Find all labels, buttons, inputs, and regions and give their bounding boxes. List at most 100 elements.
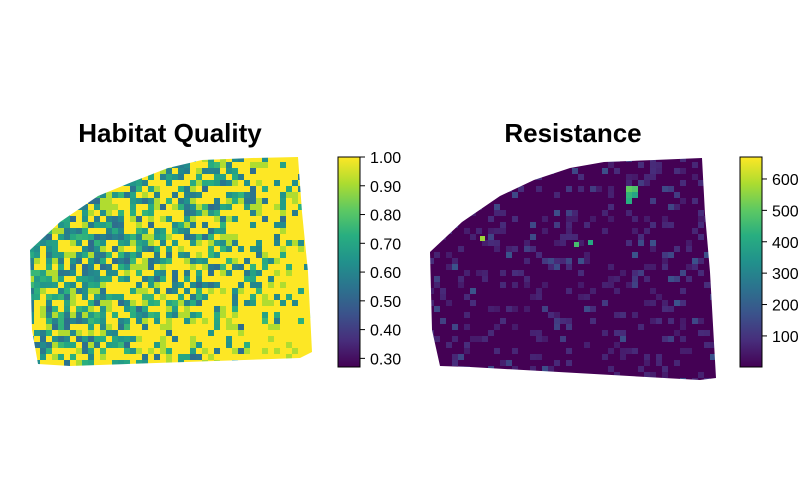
- raster-cell: [524, 312, 530, 318]
- raster-cell: [70, 258, 76, 264]
- raster-cell: [500, 264, 506, 270]
- raster-cell: [656, 360, 662, 366]
- raster-cell: [136, 294, 142, 300]
- raster-cell: [572, 270, 578, 276]
- raster-cell: [70, 252, 76, 258]
- raster-cell: [518, 360, 524, 366]
- habitat-quality-raster: [30, 157, 312, 372]
- raster-cell: [692, 158, 698, 162]
- raster-cell: [100, 252, 106, 258]
- raster-cell: [166, 162, 172, 168]
- raster-cell: [710, 174, 716, 180]
- raster-cell: [710, 210, 716, 216]
- raster-cell: [142, 306, 148, 312]
- raster-cell: [124, 216, 130, 222]
- raster-cell: [220, 354, 226, 360]
- raster-cell: [494, 324, 500, 330]
- raster-cell: [638, 246, 644, 252]
- raster-cell: [46, 234, 52, 240]
- raster-cell: [292, 157, 298, 162]
- raster-cell: [274, 258, 280, 264]
- raster-cell: [136, 366, 142, 372]
- raster-cell: [142, 348, 148, 354]
- raster-cell: [680, 360, 686, 366]
- raster-cell: [142, 282, 148, 288]
- raster-cell: [184, 342, 190, 348]
- raster-cell: [220, 294, 226, 300]
- raster-cell: [656, 300, 662, 306]
- raster-cell: [608, 258, 614, 264]
- raster-cell: [554, 168, 560, 174]
- raster-cell: [202, 234, 208, 240]
- raster-cell: [88, 157, 94, 162]
- raster-cell: [214, 168, 220, 174]
- raster-cell: [274, 312, 280, 318]
- raster-cell: [614, 258, 620, 264]
- raster-cell: [464, 234, 470, 240]
- raster-cell: [626, 270, 632, 276]
- raster-cell: [256, 318, 262, 324]
- raster-cell: [286, 246, 292, 252]
- raster-cell: [184, 186, 190, 192]
- raster-cell: [662, 366, 668, 372]
- raster-cell: [310, 348, 312, 354]
- raster-cell: [208, 324, 214, 330]
- raster-cell: [310, 300, 312, 306]
- raster-cell: [130, 306, 136, 312]
- raster-cell: [232, 306, 238, 312]
- raster-cell: [430, 234, 434, 240]
- raster-cell: [30, 270, 34, 276]
- raster-cell: [220, 300, 226, 306]
- raster-cell: [238, 330, 244, 336]
- raster-cell: [704, 330, 710, 336]
- raster-cell: [178, 360, 184, 366]
- raster-cell: [286, 168, 292, 174]
- raster-cell: [680, 378, 686, 380]
- raster-cell: [572, 264, 578, 270]
- raster-cell: [184, 210, 190, 216]
- raster-cell: [656, 158, 662, 162]
- raster-cell: [602, 288, 608, 294]
- raster-cell: [500, 186, 506, 192]
- raster-cell: [142, 270, 148, 276]
- raster-cell: [644, 246, 650, 252]
- raster-cell: [650, 180, 656, 186]
- raster-cell: [190, 198, 196, 204]
- raster-cell: [590, 222, 596, 228]
- raster-cell: [440, 282, 446, 288]
- raster-cell: [440, 342, 446, 348]
- raster-cell: [668, 288, 674, 294]
- raster-cell: [220, 360, 226, 366]
- raster-cell: [668, 300, 674, 306]
- raster-cell: [506, 282, 512, 288]
- raster-cell: [686, 258, 692, 264]
- raster-cell: [142, 342, 148, 348]
- raster-cell: [584, 276, 590, 282]
- raster-cell: [698, 240, 704, 246]
- raster-cell: [220, 318, 226, 324]
- raster-cell: [262, 366, 268, 372]
- raster-cell: [608, 378, 614, 380]
- raster-cell: [590, 354, 596, 360]
- raster-cell: [710, 378, 716, 380]
- raster-cell: [310, 294, 312, 300]
- raster-cell: [434, 222, 440, 228]
- raster-cell: [148, 234, 154, 240]
- raster-cell: [626, 378, 632, 380]
- raster-cell: [704, 198, 710, 204]
- raster-cell: [154, 222, 160, 228]
- raster-cell: [572, 228, 578, 234]
- raster-cell: [118, 222, 124, 228]
- raster-cell: [310, 330, 312, 336]
- raster-cell: [608, 158, 614, 162]
- raster-cell: [76, 162, 82, 168]
- raster-cell: [190, 336, 196, 342]
- raster-cell: [572, 162, 578, 168]
- raster-cell: [262, 282, 268, 288]
- raster-cell: [214, 157, 220, 162]
- raster-cell: [244, 264, 250, 270]
- raster-cell: [536, 222, 542, 228]
- raster-cell: [196, 234, 202, 240]
- raster-cell: [662, 336, 668, 342]
- raster-cell: [58, 348, 64, 354]
